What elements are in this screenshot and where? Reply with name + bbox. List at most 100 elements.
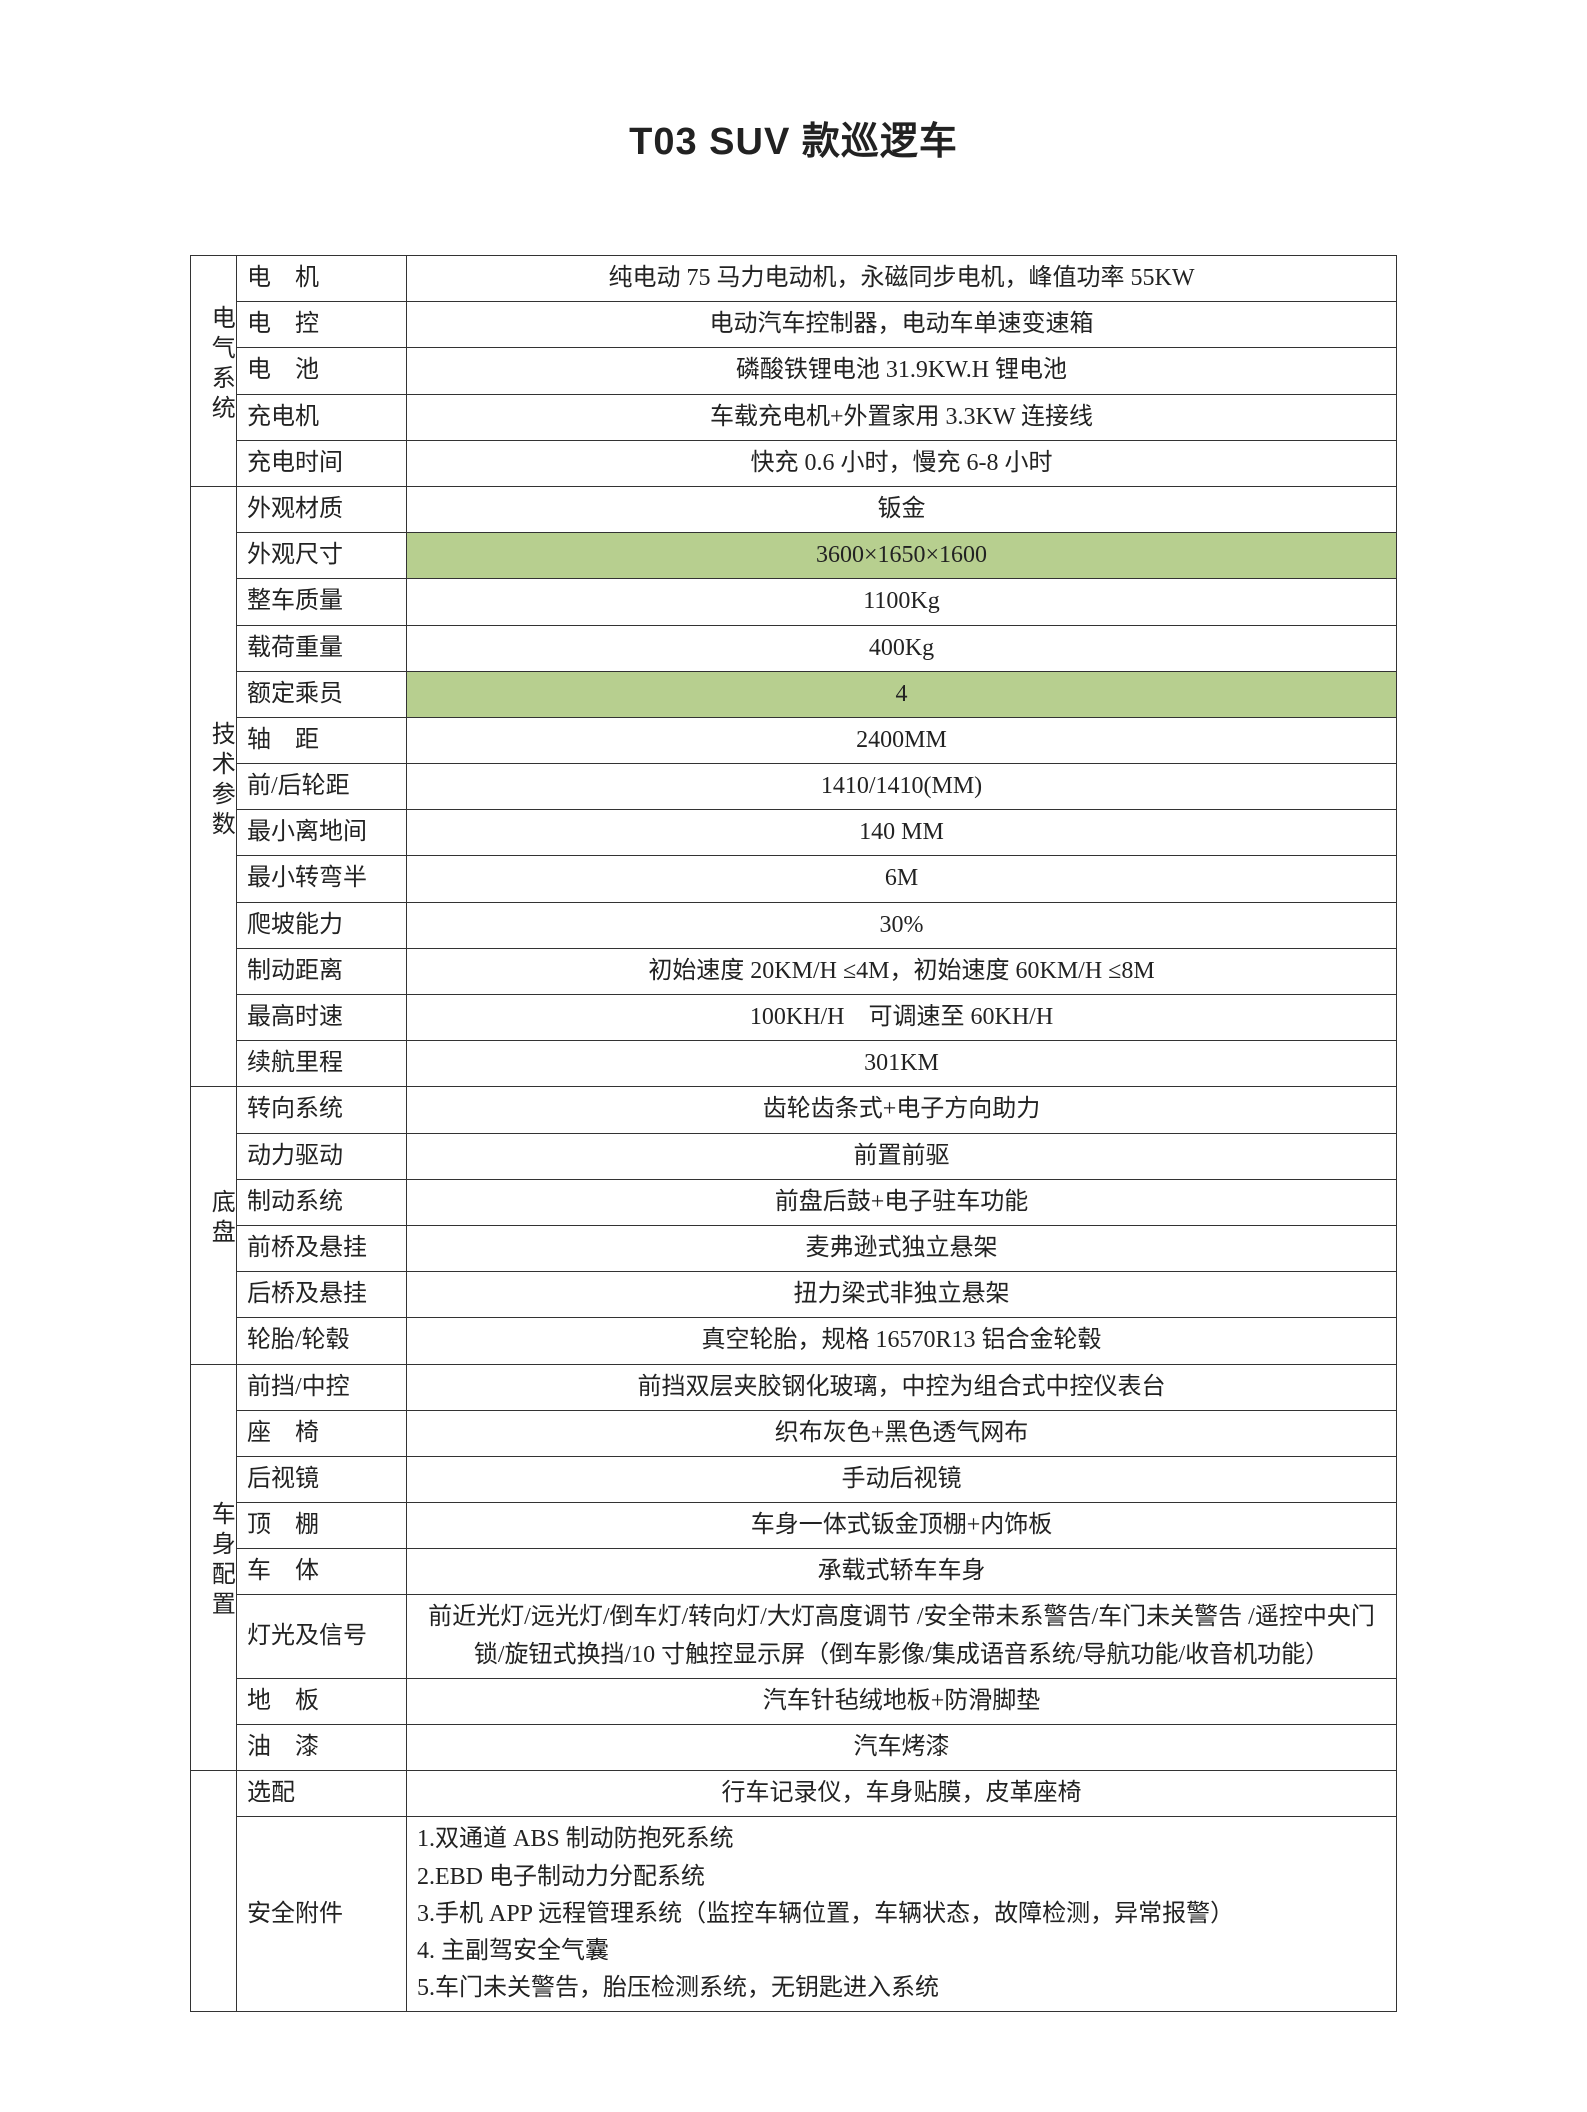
row-label: 载荷重量: [237, 625, 407, 671]
row-value: 汽车烤漆: [407, 1725, 1397, 1771]
table-row: 车 体承载式轿车车身: [191, 1549, 1397, 1595]
row-value: 2400MM: [407, 717, 1397, 763]
section-header-label: 底盘: [201, 1189, 238, 1249]
row-label: 转向系统: [237, 1087, 407, 1133]
section-blank: [191, 1771, 237, 2012]
row-label: 外观尺寸: [237, 533, 407, 579]
row-value: 纯电动 75 马力电动机，永磁同步电机，峰值功率 55KW: [407, 256, 1397, 302]
row-label: 最高时速: [237, 995, 407, 1041]
section-header-label: 车身配置: [201, 1501, 238, 1621]
row-label: 地 板: [237, 1678, 407, 1724]
row-value: 电动汽车控制器，电动车单速变速箱: [407, 302, 1397, 348]
table-row: 整车质量1100Kg: [191, 579, 1397, 625]
row-label: 动力驱动: [237, 1133, 407, 1179]
table-row: 电气系统电 机纯电动 75 马力电动机，永磁同步电机，峰值功率 55KW: [191, 256, 1397, 302]
table-row: 轴 距2400MM: [191, 717, 1397, 763]
row-label: 顶 棚: [237, 1503, 407, 1549]
row-value: 3600×1650×1600: [407, 533, 1397, 579]
row-value: 1410/1410(MM): [407, 764, 1397, 810]
table-row: 外观尺寸3600×1650×1600: [191, 533, 1397, 579]
row-value: 车载充电机+外置家用 3.3KW 连接线: [407, 394, 1397, 440]
table-row: 座 椅织布灰色+黑色透气网布: [191, 1410, 1397, 1456]
table-row: 技术参数外观材质钣金: [191, 486, 1397, 532]
row-label: 充电机: [237, 394, 407, 440]
row-label: 电 池: [237, 348, 407, 394]
section-header-label: 电气系统: [201, 305, 238, 425]
row-value: 前挡双层夹胶钢化玻璃，中控为组合式中控仪表台: [407, 1364, 1397, 1410]
row-label: 灯光及信号: [237, 1595, 407, 1678]
row-value: 磷酸铁锂电池 31.9KW.H 锂电池: [407, 348, 1397, 394]
row-value: 承载式轿车车身: [407, 1549, 1397, 1595]
row-value: 快充 0.6 小时，慢充 6-8 小时: [407, 440, 1397, 486]
row-value: 140 MM: [407, 810, 1397, 856]
row-value: 钣金: [407, 486, 1397, 532]
row-label: 轴 距: [237, 717, 407, 763]
table-row: 最小离地间140 MM: [191, 810, 1397, 856]
row-value: 手动后视镜: [407, 1456, 1397, 1502]
table-row: 充电时间快充 0.6 小时，慢充 6-8 小时: [191, 440, 1397, 486]
row-value: 扭力梁式非独立悬架: [407, 1272, 1397, 1318]
row-label: 安全附件: [237, 1817, 407, 2012]
page: T03 SUV 款巡逻车 电气系统电 机纯电动 75 马力电动机，永磁同步电机，…: [0, 0, 1587, 2112]
table-row: 车身配置前挡/中控前挡双层夹胶钢化玻璃，中控为组合式中控仪表台: [191, 1364, 1397, 1410]
row-value: 30%: [407, 902, 1397, 948]
safety-item: 4. 主副驾安全气囊: [417, 1933, 1386, 1970]
table-row: 后桥及悬挂扭力梁式非独立悬架: [191, 1272, 1397, 1318]
section-header: 电气系统: [191, 256, 237, 487]
page-title: T03 SUV 款巡逻车: [190, 110, 1397, 165]
row-label: 前/后轮距: [237, 764, 407, 810]
section-header: 技术参数: [191, 486, 237, 1086]
row-value: 车身一体式钣金顶棚+内饰板: [407, 1503, 1397, 1549]
section-header-label: 技术参数: [201, 721, 238, 841]
row-label: 后桥及悬挂: [237, 1272, 407, 1318]
row-label: 续航里程: [237, 1041, 407, 1087]
table-row: 前/后轮距1410/1410(MM): [191, 764, 1397, 810]
row-value: 4: [407, 671, 1397, 717]
row-value: 初始速度 20KM/H ≤4M，初始速度 60KM/H ≤8M: [407, 948, 1397, 994]
table-row: 顶 棚车身一体式钣金顶棚+内饰板: [191, 1503, 1397, 1549]
row-label: 额定乘员: [237, 671, 407, 717]
row-label: 充电时间: [237, 440, 407, 486]
row-value: 齿轮齿条式+电子方向助力: [407, 1087, 1397, 1133]
table-row: 油 漆汽车烤漆: [191, 1725, 1397, 1771]
safety-item: 2.EBD 电子制动力分配系统: [417, 1859, 1386, 1896]
row-value: 6M: [407, 856, 1397, 902]
row-value: 行车记录仪，车身贴膜，皮革座椅: [407, 1771, 1397, 1817]
section-header: 车身配置: [191, 1364, 237, 1771]
row-value: 前置前驱: [407, 1133, 1397, 1179]
row-label: 选配: [237, 1771, 407, 1817]
row-label: 轮胎/轮毂: [237, 1318, 407, 1364]
section-header: 底盘: [191, 1087, 237, 1364]
row-label: 制动系统: [237, 1179, 407, 1225]
row-label: 电 控: [237, 302, 407, 348]
table-row: 前桥及悬挂麦弗逊式独立悬架: [191, 1225, 1397, 1271]
row-label: 爬坡能力: [237, 902, 407, 948]
row-value: 1100Kg: [407, 579, 1397, 625]
row-label: 整车质量: [237, 579, 407, 625]
row-value: 100KH/H 可调速至 60KH/H: [407, 995, 1397, 1041]
row-label: 前桥及悬挂: [237, 1225, 407, 1271]
table-row: 动力驱动前置前驱: [191, 1133, 1397, 1179]
table-row: 最小转弯半6M: [191, 856, 1397, 902]
row-label: 后视镜: [237, 1456, 407, 1502]
table-row: 续航里程301KM: [191, 1041, 1397, 1087]
table-row: 制动距离初始速度 20KM/H ≤4M，初始速度 60KM/H ≤8M: [191, 948, 1397, 994]
table-row: 地 板汽车针毡绒地板+防滑脚垫: [191, 1678, 1397, 1724]
table-row: 灯光及信号前近光灯/远光灯/倒车灯/转向灯/大灯高度调节 /安全带未系警告/车门…: [191, 1595, 1397, 1678]
spec-table: 电气系统电 机纯电动 75 马力电动机，永磁同步电机，峰值功率 55KW电 控电…: [190, 255, 1397, 2012]
table-row: 爬坡能力30%: [191, 902, 1397, 948]
row-label: 制动距离: [237, 948, 407, 994]
row-label: 车 体: [237, 1549, 407, 1595]
safety-item: 1.双通道 ABS 制动防抱死系统: [417, 1821, 1386, 1858]
table-row: 额定乘员4: [191, 671, 1397, 717]
table-row: 制动系统前盘后鼓+电子驻车功能: [191, 1179, 1397, 1225]
row-value: 301KM: [407, 1041, 1397, 1087]
row-label: 座 椅: [237, 1410, 407, 1456]
row-value: 麦弗逊式独立悬架: [407, 1225, 1397, 1271]
table-row: 最高时速100KH/H 可调速至 60KH/H: [191, 995, 1397, 1041]
row-value: 织布灰色+黑色透气网布: [407, 1410, 1397, 1456]
row-value: 前近光灯/远光灯/倒车灯/转向灯/大灯高度调节 /安全带未系警告/车门未关警告 …: [407, 1595, 1397, 1678]
row-label: 最小离地间: [237, 810, 407, 856]
row-value: 汽车针毡绒地板+防滑脚垫: [407, 1678, 1397, 1724]
row-label: 油 漆: [237, 1725, 407, 1771]
